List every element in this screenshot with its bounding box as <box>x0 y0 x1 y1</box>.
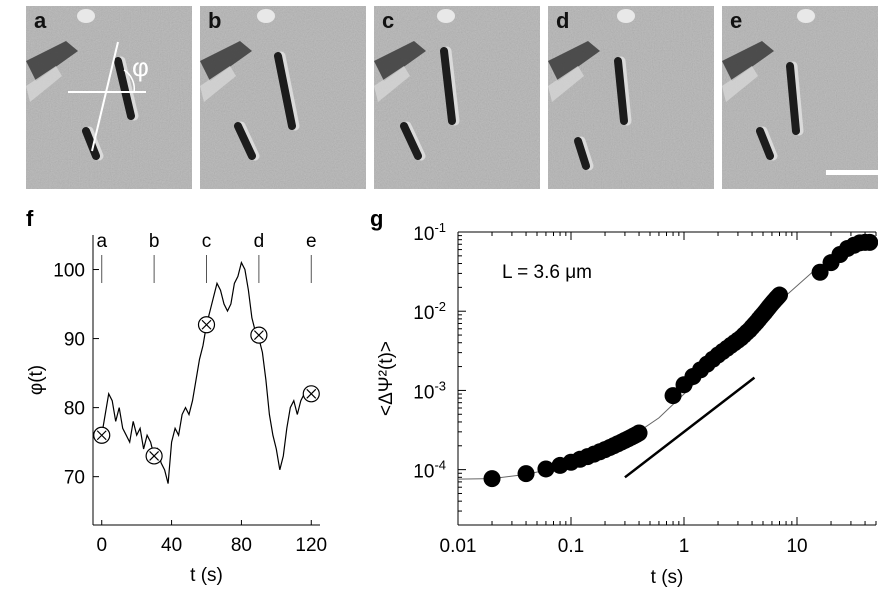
bright-particle <box>617 9 635 23</box>
x-tick-label: 0 <box>96 535 107 556</box>
micrograph-noise <box>548 6 714 189</box>
bright-particle <box>257 9 275 23</box>
micrograph-image: φ <box>26 6 192 189</box>
bright-particle <box>437 9 455 23</box>
micrograph-image <box>200 6 366 189</box>
frame-point-d <box>250 326 268 344</box>
data-point <box>811 263 829 281</box>
y-tick-label: 90 <box>64 330 85 351</box>
frame-point-cross <box>149 451 160 461</box>
data-point <box>771 286 789 304</box>
frame-point-b <box>145 447 163 465</box>
micrograph-c <box>374 6 540 189</box>
slope-reference-line <box>624 376 756 479</box>
angle-arc <box>123 69 136 93</box>
micrograph-image <box>374 6 540 189</box>
x-tick-label: 40 <box>161 535 182 556</box>
frame-point-cross <box>96 430 107 441</box>
halo-streak <box>374 66 410 102</box>
debris-streak <box>26 41 78 81</box>
frame-marker-label: b <box>149 231 160 252</box>
debris-streak <box>548 41 600 81</box>
frame-point-cross <box>253 330 264 341</box>
y-tick-label: 80 <box>64 399 85 420</box>
x-tick-label: 10 <box>786 536 807 557</box>
data-point <box>517 465 535 483</box>
halo-streak <box>26 66 62 102</box>
debris-streak <box>722 41 774 81</box>
halo-streak <box>548 66 584 102</box>
micrograph-image <box>722 6 878 189</box>
x-axis-label: t (s) <box>190 565 223 586</box>
y-tick-label: 10-3 <box>413 378 446 403</box>
y-tick-label: 10-1 <box>413 220 446 245</box>
angle-rod-axis <box>91 41 119 152</box>
panel-label-c: c <box>382 8 395 33</box>
bacterium-rod <box>574 137 590 170</box>
halo-streak <box>722 66 758 102</box>
bacterium-rod <box>274 52 296 130</box>
micrograph-a: φ <box>26 6 192 189</box>
y-axis-label: φ(t) <box>26 365 47 395</box>
frame-point-cross <box>201 319 212 330</box>
bacterium-rod <box>756 127 774 160</box>
x-tick-label: 0.01 <box>440 536 477 557</box>
halo-streak <box>200 66 236 102</box>
bacterium-rod <box>114 57 135 120</box>
y-axis-label: <ΔΨ²(t)> <box>376 341 397 416</box>
bacterium-rod <box>400 122 422 160</box>
bacterium-rod <box>82 127 100 160</box>
micrograph-e <box>722 6 878 189</box>
frame-point-cross <box>306 388 317 399</box>
frame-marker-label: d <box>254 231 265 252</box>
scale-bar <box>826 170 878 175</box>
bright-particle <box>797 9 815 23</box>
bright-particle <box>77 9 95 23</box>
panel-label-e: e <box>730 8 743 33</box>
bacterium-rod <box>614 57 628 125</box>
micrograph-d <box>548 6 714 189</box>
debris-streak <box>374 41 426 81</box>
panel-label-d: d <box>556 8 570 33</box>
debris-streak <box>200 41 252 81</box>
frame-point-c <box>197 316 216 334</box>
bacterium-rod <box>440 47 456 125</box>
micrograph-noise <box>26 6 192 189</box>
frame-marker-label: e <box>306 231 317 252</box>
x-axis-label: t (s) <box>651 567 684 588</box>
panel-label-f: f <box>26 206 34 231</box>
y-tick-label: 100 <box>53 261 85 282</box>
frame-point-e <box>302 385 320 403</box>
micrograph-image <box>548 6 714 189</box>
frame-marker-label: c <box>202 231 212 252</box>
micrograph-b <box>200 6 366 189</box>
data-point <box>537 460 555 478</box>
frame-point-a <box>93 426 111 444</box>
bacterium-rod <box>786 62 800 135</box>
micrograph-noise <box>374 6 540 189</box>
data-point <box>664 387 682 405</box>
angle-symbol: φ <box>132 52 149 82</box>
panel-label-a: a <box>34 8 47 33</box>
bacterium-rod <box>234 122 256 160</box>
length-annotation: L = 3.6 μm <box>502 262 592 283</box>
panel-label-b: b <box>208 8 222 33</box>
y-tick-label: 10-2 <box>413 299 446 324</box>
x-tick-label: 80 <box>231 535 252 556</box>
x-tick-label: 120 <box>295 535 327 556</box>
y-tick-label: 70 <box>64 468 85 489</box>
data-point <box>483 470 501 488</box>
frame-marker-label: a <box>96 231 107 252</box>
data-point <box>630 424 648 442</box>
panel-label-g: g <box>370 206 384 231</box>
x-tick-label: 1 <box>679 536 690 557</box>
y-tick-label: 10-4 <box>413 458 446 483</box>
x-tick-label: 0.1 <box>558 536 584 557</box>
data-point <box>861 233 878 251</box>
